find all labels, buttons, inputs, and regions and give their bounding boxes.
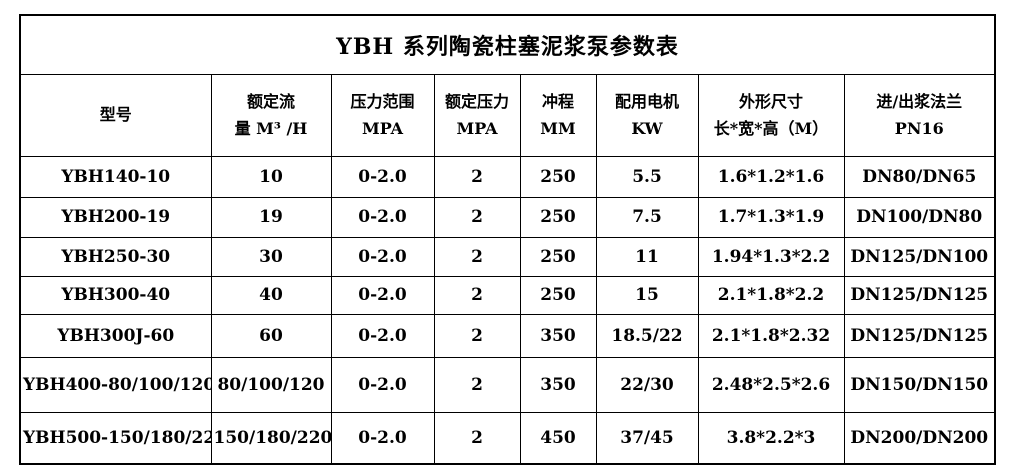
dimensions-cell: 1.6*1.2*1.6	[697, 155, 845, 198]
rated-flow-cell: 40	[210, 275, 332, 315]
rated-pressure-cell: 2	[433, 411, 521, 465]
column-header-model: 型号	[19, 73, 212, 157]
rated-flow-cell: 19	[210, 196, 332, 238]
pressure-range-cell: 0-2.0	[330, 155, 435, 198]
column-header-dimensions: 外形尺寸 长*宽*高（M）	[697, 73, 845, 157]
motor-cell: 5.5	[595, 155, 699, 198]
table-row: YBH300-40 40 0-2.0 2 250 15 2.1*1.8*2.2 …	[19, 275, 996, 315]
model-cell: YBH200-19	[19, 196, 212, 238]
pressure-range-cell: 0-2.0	[330, 236, 435, 277]
stroke-cell: 350	[519, 313, 597, 358]
model-cell: YBH500-150/180/220	[19, 411, 212, 465]
dimensions-cell: 2.1*1.8*2.2	[697, 275, 845, 315]
column-header-flange: 进/出浆法兰 PN16	[843, 73, 996, 157]
motor-cell: 15	[595, 275, 699, 315]
stroke-cell: 250	[519, 196, 597, 238]
dimensions-cell: 3.8*2.2*3	[697, 411, 845, 465]
column-header-stroke: 冲程 MM	[519, 73, 597, 157]
table-row: YBH500-150/180/220 150/180/220 0-2.0 2 4…	[19, 411, 996, 465]
model-cell: YBH140-10	[19, 155, 212, 198]
rated-pressure-cell: 2	[433, 155, 521, 198]
column-header-pressure-range: 压力范围 MPA	[330, 73, 435, 157]
motor-cell: 18.5/22	[595, 313, 699, 358]
model-cell: YBH250-30	[19, 236, 212, 277]
pressure-range-cell: 0-2.0	[330, 356, 435, 413]
table-row: YBH140-10 10 0-2.0 2 250 5.5 1.6*1.2*1.6…	[19, 155, 996, 198]
motor-cell: 37/45	[595, 411, 699, 465]
model-cell: YBH400-80/100/120	[19, 356, 212, 413]
motor-cell: 22/30	[595, 356, 699, 413]
table-title: YBH 系列陶瓷柱塞泥浆泵参数表	[19, 14, 996, 75]
dimensions-cell: 2.48*2.5*2.6	[697, 356, 845, 413]
stroke-cell: 350	[519, 356, 597, 413]
model-cell: YBH300J-60	[19, 313, 212, 358]
rated-pressure-cell: 2	[433, 356, 521, 413]
dimensions-cell: 1.7*1.3*1.9	[697, 196, 845, 238]
model-cell: YBH300-40	[19, 275, 212, 315]
flange-cell: DN80/DN65	[843, 155, 996, 198]
table-row: YBH200-19 19 0-2.0 2 250 7.5 1.7*1.3*1.9…	[19, 196, 996, 238]
pump-parameters-table: YBH 系列陶瓷柱塞泥浆泵参数表 型号 额定流 量 M³ /H 压力范围 MPA…	[19, 14, 996, 465]
rated-pressure-cell: 2	[433, 236, 521, 277]
flange-cell: DN125/DN125	[843, 313, 996, 358]
stroke-cell: 250	[519, 275, 597, 315]
stroke-cell: 250	[519, 155, 597, 198]
pressure-range-cell: 0-2.0	[330, 275, 435, 315]
rated-flow-cell: 10	[210, 155, 332, 198]
column-header-rated-pressure: 额定压力 MPA	[433, 73, 521, 157]
stroke-cell: 250	[519, 236, 597, 277]
dimensions-cell: 2.1*1.8*2.32	[697, 313, 845, 358]
table-row: YBH400-80/100/120 80/100/120 0-2.0 2 350…	[19, 356, 996, 413]
rated-pressure-cell: 2	[433, 275, 521, 315]
flange-cell: DN100/DN80	[843, 196, 996, 238]
motor-cell: 11	[595, 236, 699, 277]
dimensions-cell: 1.94*1.3*2.2	[697, 236, 845, 277]
stroke-cell: 450	[519, 411, 597, 465]
motor-cell: 7.5	[595, 196, 699, 238]
rated-flow-cell: 30	[210, 236, 332, 277]
rated-pressure-cell: 2	[433, 313, 521, 358]
pressure-range-cell: 0-2.0	[330, 411, 435, 465]
pressure-range-cell: 0-2.0	[330, 196, 435, 238]
table-row: YBH300J-60 60 0-2.0 2 350 18.5/22 2.1*1.…	[19, 313, 996, 358]
rated-flow-cell: 80/100/120	[210, 356, 332, 413]
flange-cell: DN150/DN150	[843, 356, 996, 413]
flange-cell: DN125/DN100	[843, 236, 996, 277]
flange-cell: DN125/DN125	[843, 275, 996, 315]
table-row: YBH250-30 30 0-2.0 2 250 11 1.94*1.3*2.2…	[19, 236, 996, 277]
rated-flow-cell: 150/180/220	[210, 411, 332, 465]
rated-flow-cell: 60	[210, 313, 332, 358]
column-header-rated-flow: 额定流 量 M³ /H	[210, 73, 332, 157]
flange-cell: DN200/DN200	[843, 411, 996, 465]
pressure-range-cell: 0-2.0	[330, 313, 435, 358]
column-header-motor: 配用电机 KW	[595, 73, 699, 157]
rated-pressure-cell: 2	[433, 196, 521, 238]
